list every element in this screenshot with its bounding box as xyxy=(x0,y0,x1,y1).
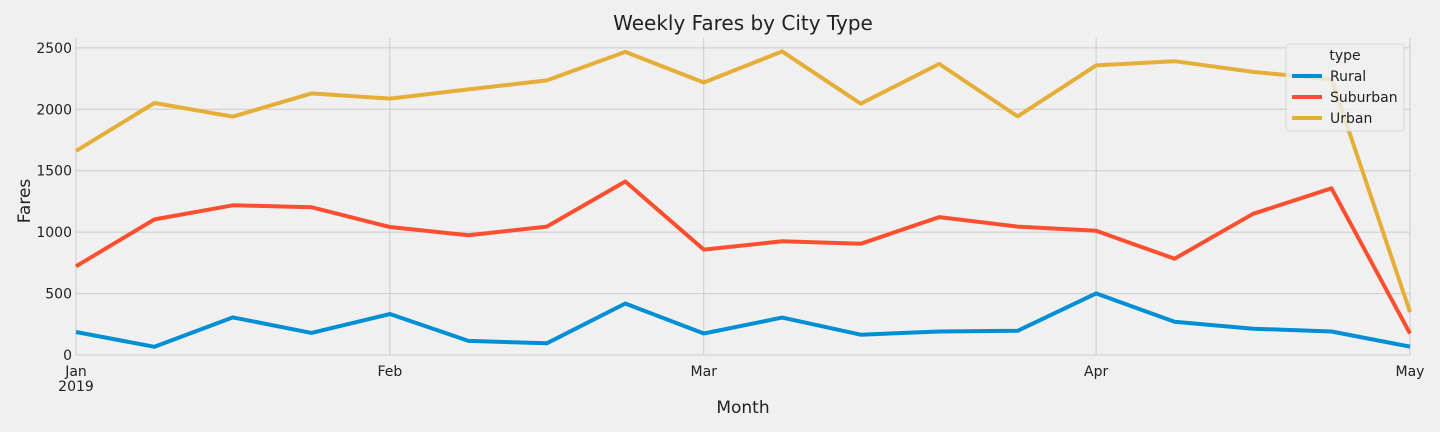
y-tick-label: 1500 xyxy=(36,164,72,180)
x-tick-label: Mar xyxy=(691,364,718,380)
y-tick-label: 2500 xyxy=(36,41,72,57)
legend-title: type xyxy=(1329,48,1360,64)
x-axis-label: Month xyxy=(716,398,769,418)
y-tick-label: 500 xyxy=(45,287,72,303)
series-line-suburban xyxy=(74,179,1412,335)
legend-box xyxy=(1285,43,1405,132)
y-tick-label: 1000 xyxy=(36,225,72,241)
y-tick-label: 2000 xyxy=(36,102,72,118)
x-tick-label: Feb xyxy=(377,364,402,380)
legend-label-suburban: Suburban xyxy=(1330,90,1398,106)
series-line-rural xyxy=(75,291,1411,349)
series-line-urban xyxy=(74,49,1412,313)
y-axis-ticks: 0 500 1000 1500 2000 2500 xyxy=(36,41,72,364)
legend-label-urban: Urban xyxy=(1330,111,1372,127)
legend: type Rural Suburban Urban xyxy=(1285,43,1405,132)
x-tick-label: Apr xyxy=(1084,364,1108,380)
x-tick-sublabel: 2019 xyxy=(58,379,94,395)
y-axis-label: Fares xyxy=(15,179,35,224)
series-lines xyxy=(74,49,1412,349)
grid xyxy=(75,38,1411,356)
legend-label-rural: Rural xyxy=(1330,69,1366,85)
y-tick-label: 0 xyxy=(63,348,72,364)
chart-title: Weekly Fares by City Type xyxy=(613,11,873,35)
x-tick-label: Jan xyxy=(64,364,87,380)
x-tick-label: May xyxy=(1396,364,1425,380)
